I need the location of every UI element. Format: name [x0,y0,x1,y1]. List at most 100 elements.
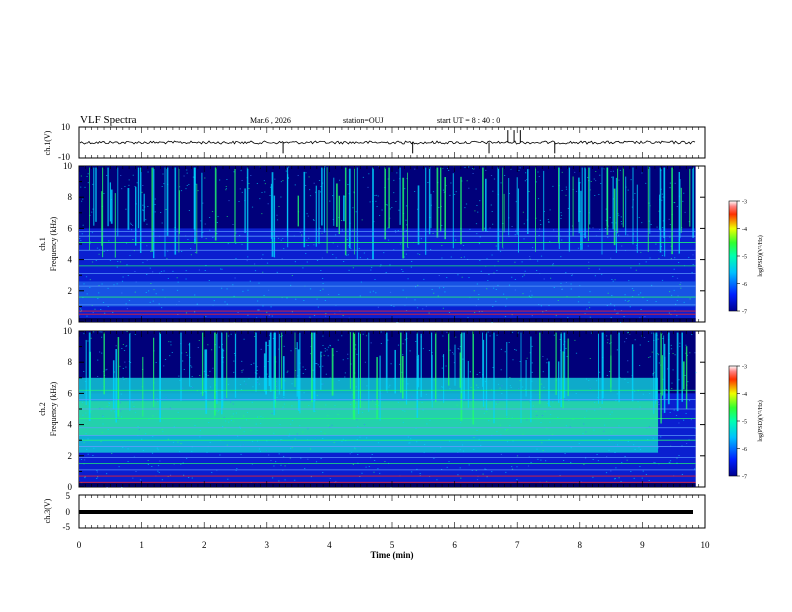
spectrogram-noise [222,406,224,408]
spectrogram-noise [627,332,629,333]
spectrogram-noise [242,290,244,292]
spectrogram-noise [233,360,235,362]
spectrogram-noise [246,412,249,413]
spectrogram-noise [425,393,427,395]
spectrogram-noise [497,284,499,286]
spectrogram-noise [657,401,659,403]
spectrogram-noise [478,243,481,245]
spectrogram-noise [251,441,254,442]
spectrogram-noise [347,358,349,360]
spectrogram-noise [414,168,416,170]
spectrogram-noise [612,280,614,282]
ch3-ytick-mid: 0 [66,507,71,517]
spectrogram-noise [316,363,318,364]
spectrogram-noise [652,437,654,439]
spectrogram-noise [347,353,349,355]
spectrogram-noise [320,458,322,459]
spectrogram-noise [100,309,102,310]
spectrogram-noise [283,345,285,347]
spectrogram-noise [529,258,531,260]
spectrogram-noise [157,401,159,403]
spectrogram-noise [637,239,639,241]
spectrogram-noise [493,272,495,274]
spectrogram-noise [618,179,620,181]
spectrogram-noise [303,300,305,301]
spectrogram-noise [228,200,230,202]
spectrogram-noise [106,368,108,370]
spectrogram-noise [661,255,664,256]
spectrogram-noise [94,308,96,310]
spectrogram-noise [443,287,445,288]
spectrogram-noise [611,431,613,433]
spectrogram-noise [267,361,269,362]
spectrogram-noise [102,416,104,417]
spectrogram-noise [186,185,188,186]
spectrogram-noise [272,338,274,339]
spectrogram-noise [624,456,626,457]
spectrogram-noise [690,419,692,421]
spectrogram-noise [381,209,383,211]
spectrogram-noise [589,388,591,389]
spectrogram-noise [434,450,436,452]
spectrogram-noise [261,258,263,259]
spectrogram-noise [180,463,182,465]
spectrogram-noise [377,195,379,197]
spectrogram-noise [541,415,543,416]
spectrogram-noise [491,254,493,256]
spectrogram-noise [428,312,430,314]
date-label: Mar.6 , 2026 [250,116,291,125]
spectrogram-noise [620,221,622,222]
xtick-label: 8 [578,540,583,550]
spectrogram-noise [305,172,307,174]
spectrogram-noise [263,180,265,182]
spectrogram-noise [150,283,152,284]
spectrogram-noise [548,438,550,440]
spectrogram-noise [212,237,214,238]
spectrogram-noise [294,184,296,186]
spectrogram-noise [161,186,163,187]
spectrogram-noise [238,201,240,202]
spectrogram-noise [176,289,179,291]
spectrogram-noise [138,429,140,431]
spectrogram-noise [208,422,210,423]
spectrogram-noise [349,453,351,455]
spectrogram-noise [583,423,585,425]
spectrogram-noise [324,300,326,301]
spectrogram-noise [565,282,567,283]
spectrogram-noise [468,166,470,168]
spectrogram-noise [321,351,323,353]
spectrogram-noise [294,370,297,371]
spectrogram-noise [549,241,551,243]
spectrogram-noise [81,401,84,403]
spectrogram-noise [402,354,404,356]
spectrogram-noise [469,228,471,230]
spectrogram-noise [259,451,261,452]
spectrogram-noise [620,481,622,482]
spectrogram-noise [167,250,169,252]
spectrogram-noise [539,219,541,221]
spectrogram-noise [357,425,359,427]
spectrogram-noise [461,444,464,446]
spectrogram-noise [260,415,262,417]
spectrogram-noise [273,432,275,434]
spectrogram-noise [284,465,286,467]
spectrogram-noise [131,229,133,231]
spectrogram-noise [528,295,530,297]
spectrogram-noise [538,235,540,236]
spectrogram-noise [475,188,477,190]
spectrogram-noise [367,258,369,260]
spectrogram-noise [593,178,595,180]
colorbar-tick-label: -3 [742,200,747,206]
spectrogram-noise [107,306,109,307]
spectrogram-noise [80,240,82,241]
spectrogram-noise [119,402,121,404]
spectrogram-noise [316,298,318,300]
ch3-waveform-panel: 5 0 -5 ch.3(V) [43,491,706,532]
spectrogram-noise [527,465,530,467]
spectrogram-noise [394,230,396,232]
spectrogram-noise [322,345,324,346]
spectrogram-noise [232,284,234,286]
spectrogram-noise [609,343,611,345]
spectrogram-noise [309,288,312,290]
spectrogram-noise [522,293,524,295]
